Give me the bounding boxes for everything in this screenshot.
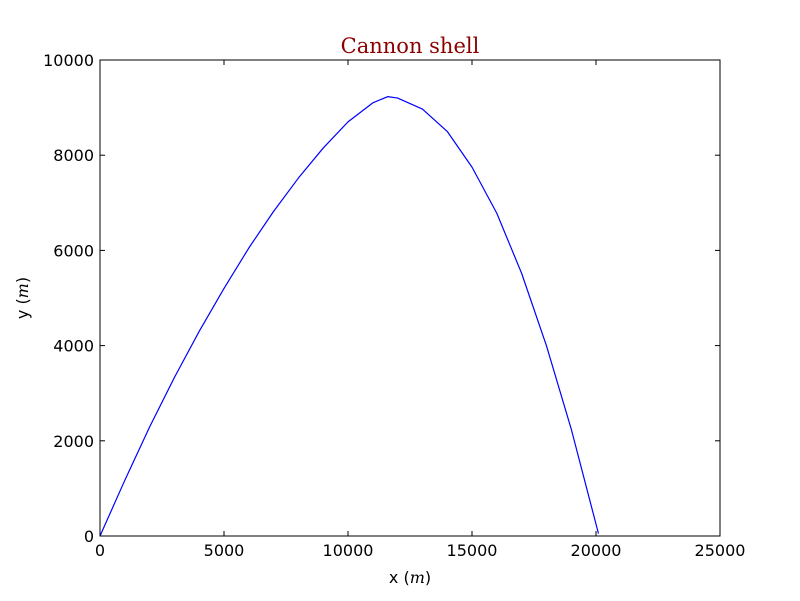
x-axis-label: x (m) (389, 568, 431, 587)
y-axis-label-suffix: ) (13, 277, 32, 283)
x-tick-label-2: 10000 (323, 541, 374, 560)
x-tick-label-0: 0 (95, 541, 105, 560)
series-line-0 (100, 96, 600, 536)
x-axis-label-suffix: ) (425, 568, 431, 587)
x-tick-label-1: 5000 (204, 541, 245, 560)
plot-area: 0 5000 10000 15000 20000 25000 0 2000 4000 6000 80… (43, 51, 745, 560)
y-axis-label-prefix: y ( (13, 298, 32, 319)
x-tick-label-4: 20000 (571, 541, 622, 560)
y-tick-label-4: 8000 (53, 146, 94, 165)
x-tick-label-3: 15000 (447, 541, 498, 560)
x-axis-label-unit: m (410, 568, 425, 587)
y-tick-label-2: 4000 (53, 337, 94, 356)
chart-title: Cannon shell (341, 34, 480, 58)
y-axis-label: y (m) (13, 277, 32, 319)
y-tick-label-0: 0 (84, 527, 94, 546)
y-axis-label-unit: m (13, 283, 32, 298)
x-tick-label-5: 25000 (695, 541, 746, 560)
x-axis-label-prefix: x ( (389, 568, 410, 587)
plot-frame (99, 59, 721, 537)
y-tick-label-5: 10000 (43, 51, 94, 70)
y-tick-label-3: 6000 (53, 241, 94, 260)
y-tick-label-1: 2000 (53, 432, 94, 451)
